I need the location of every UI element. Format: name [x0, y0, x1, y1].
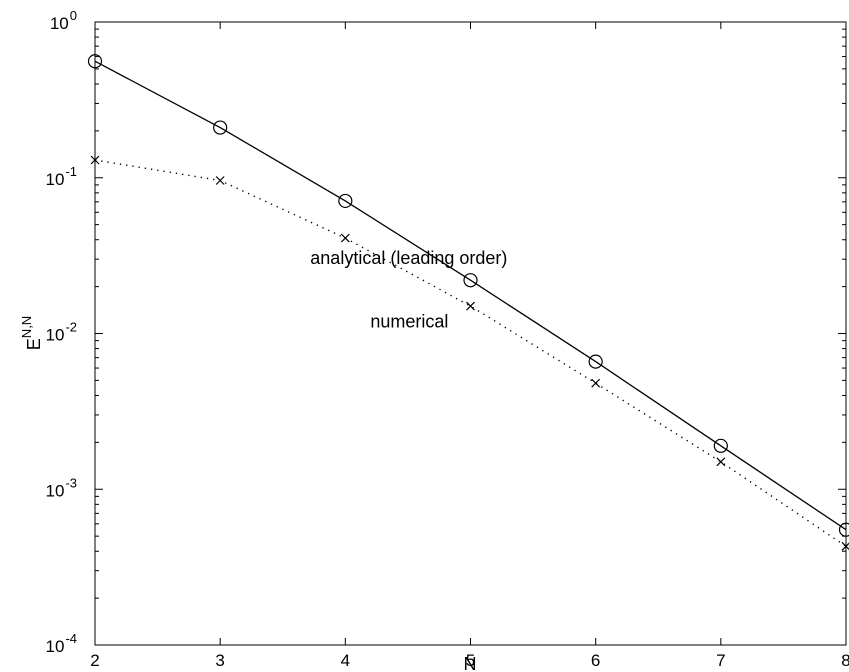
- y-tick-exponent: -4: [65, 631, 77, 646]
- y-tick-exponent: -2: [65, 320, 77, 335]
- x-tick-label: 7: [716, 651, 725, 670]
- y-axis-title-base: E: [24, 338, 44, 350]
- y-axis-title-sup: N,N: [19, 316, 34, 338]
- x-tick-label: 3: [215, 651, 224, 670]
- y-tick-label: 100: [50, 8, 77, 33]
- annotations: analytical (leading order) numerical: [310, 248, 507, 332]
- x-tick-label: 5: [466, 651, 475, 670]
- y-tick-exponent: -3: [65, 475, 77, 490]
- series-lines: [94, 60, 847, 547]
- y-tick-label: 10-2: [46, 320, 77, 345]
- y-axis-title: EN,N: [19, 316, 44, 350]
- tick-labels: 2 3 4 5 6 7 8 100 10-1 10-2 10-3 10-4: [46, 8, 849, 670]
- series-line-analytical: [94, 60, 847, 531]
- data-point-x: [215, 176, 225, 185]
- annotation-label: numerical: [370, 312, 448, 332]
- x-tick-label: 8: [841, 651, 849, 670]
- series-line-numerical: [94, 159, 847, 547]
- plot-frame: [94, 21, 847, 646]
- data-point-circle: [213, 120, 228, 135]
- data-point-x: [466, 301, 475, 311]
- x-tick-label: 2: [90, 651, 99, 670]
- x-axis-title: N: [464, 654, 477, 672]
- series-markers: [87, 54, 849, 551]
- x-tick-label: 4: [341, 651, 350, 670]
- y-tick-exponent: 0: [70, 8, 77, 23]
- data-point-circle: [87, 54, 103, 69]
- y-tick-label: 10-4: [46, 631, 77, 656]
- data-point-x: [716, 457, 726, 467]
- data-point-x: [340, 233, 350, 243]
- data-point-x: [591, 378, 601, 388]
- data-point-circle: [713, 438, 728, 453]
- axis-ticks: [94, 21, 847, 646]
- data-point-circle: [463, 273, 478, 288]
- data-point-circle: [588, 354, 603, 369]
- data-point-x: [90, 155, 100, 165]
- y-tick-label: 10-3: [46, 475, 77, 500]
- y-tick-label: 10-1: [46, 164, 77, 189]
- annotation-label: analytical (leading order): [310, 248, 507, 268]
- y-tick-exponent: -1: [65, 164, 77, 179]
- data-point-circle: [338, 193, 353, 209]
- x-tick-label: 6: [591, 651, 600, 670]
- data-point-circle: [838, 522, 849, 537]
